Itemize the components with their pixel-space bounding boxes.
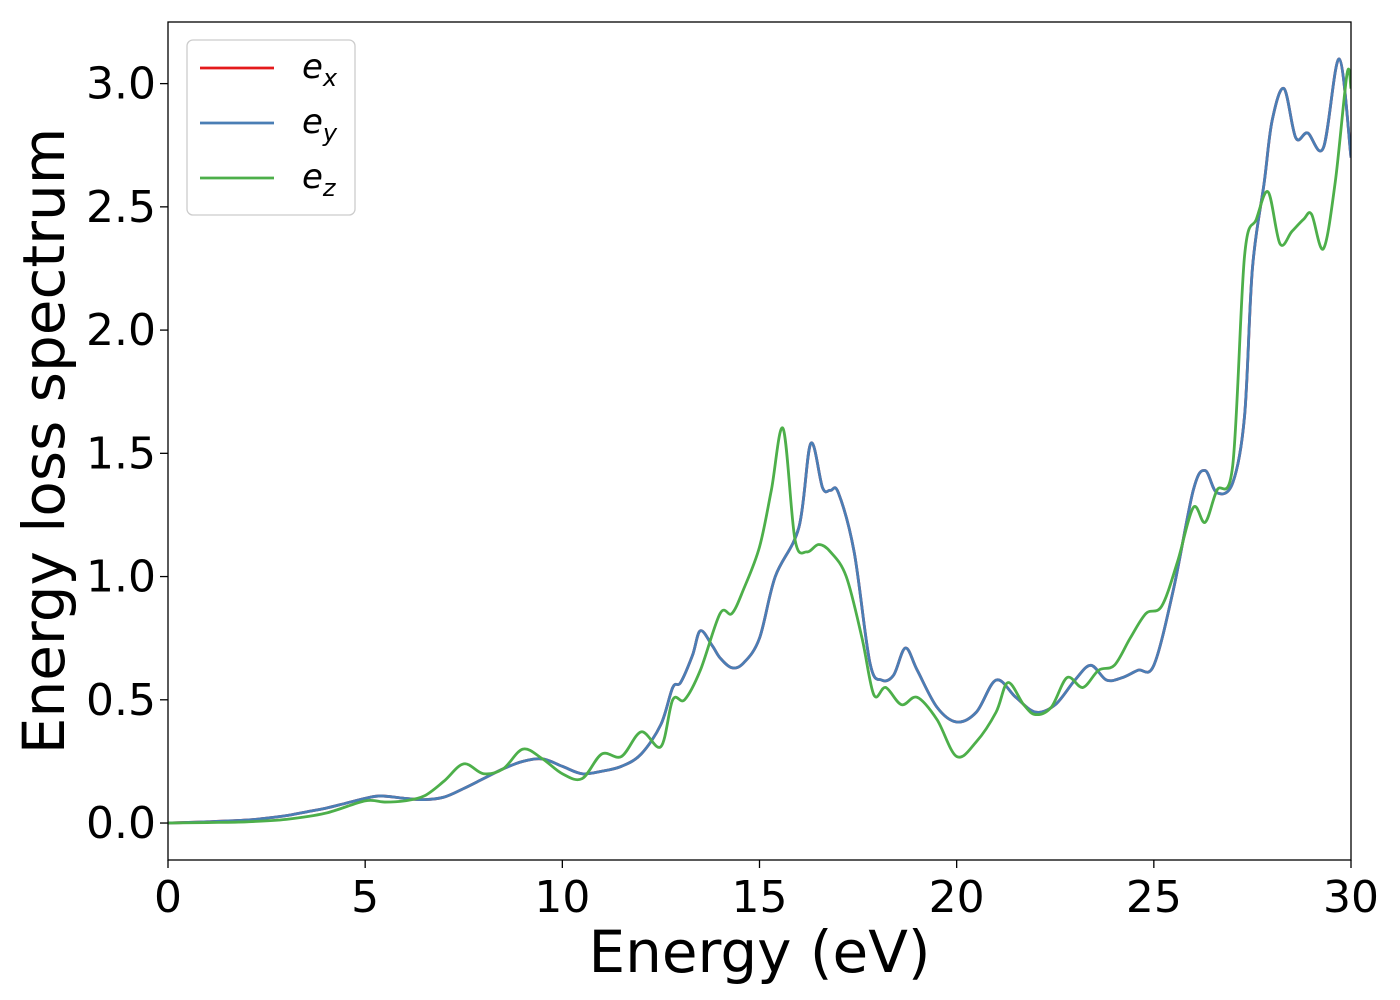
legend-box <box>186 39 356 216</box>
y-tick-label: 1.0 <box>86 552 156 603</box>
x-axis-label: Energy (eV) <box>588 918 930 986</box>
x-axis-ticks: 0 5 10 15 20 25 30 <box>154 860 1379 923</box>
x-tick-label: 20 <box>929 872 985 923</box>
x-tick-label: 10 <box>534 872 590 923</box>
y-tick-label: 0.5 <box>86 675 156 726</box>
x-tick-label: 0 <box>154 872 182 923</box>
y-tick-label: 2.0 <box>86 305 156 356</box>
series-lines <box>168 57 1351 825</box>
y-axis-label: Energy loss spectrum <box>10 128 78 754</box>
series-line-z <box>168 67 1351 825</box>
x-tick-label: 25 <box>1126 872 1182 923</box>
x-tick-label: 5 <box>351 872 379 923</box>
legend-label-z: ez <box>302 157 337 202</box>
x-tick-label: 30 <box>1323 872 1379 923</box>
y-tick-label: 2.5 <box>86 182 156 233</box>
y-tick-label: 1.5 <box>86 428 156 479</box>
y-tick-label: 3.0 <box>86 59 156 110</box>
y-axis-ticks: 0.0 0.5 1.0 1.5 2.0 2.5 3.0 <box>86 59 168 849</box>
y-tick-label: 0.0 <box>86 798 156 849</box>
x-tick-label: 15 <box>732 872 788 923</box>
